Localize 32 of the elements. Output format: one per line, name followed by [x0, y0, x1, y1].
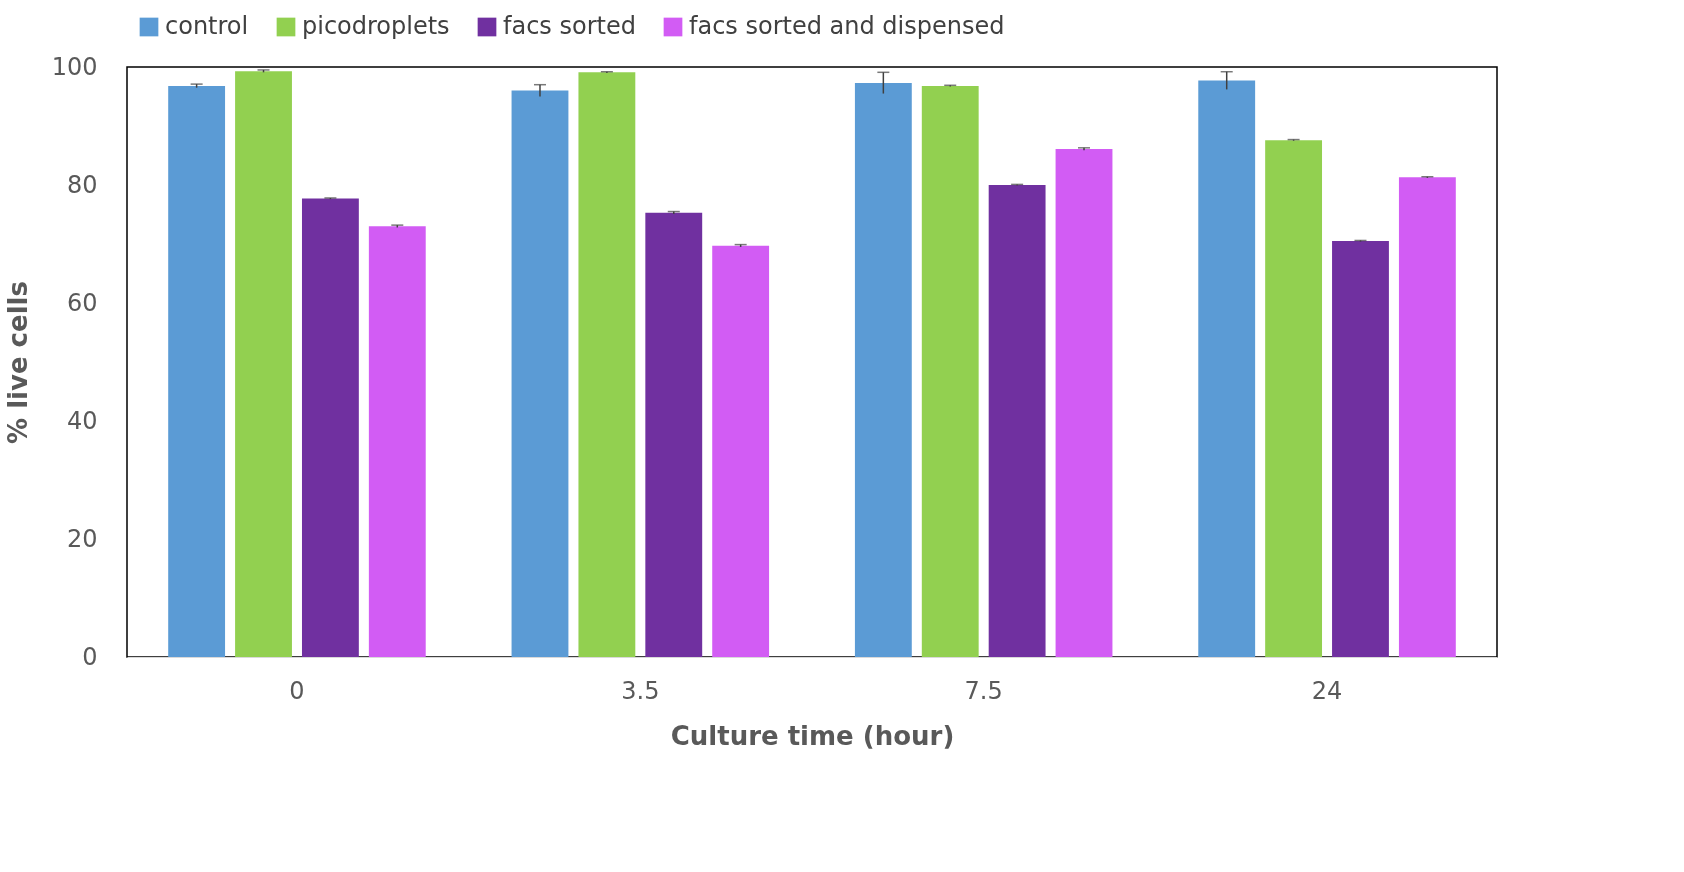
bar	[511, 90, 569, 657]
bar	[921, 85, 979, 657]
y-tick-label: 20	[66, 524, 98, 553]
bar	[1198, 80, 1256, 657]
legend-label: control	[165, 12, 249, 40]
y-tick-label: 0	[82, 642, 98, 671]
x-tick-label: 24	[1311, 676, 1343, 705]
bar	[712, 245, 770, 657]
y-tick-label: 80	[66, 170, 98, 199]
bar	[854, 82, 912, 657]
bar	[235, 71, 292, 657]
bar	[578, 72, 636, 657]
legend-label: facs sorted and dispensed	[689, 12, 1005, 40]
x-tick-label: 3.5	[621, 676, 660, 705]
bar	[1055, 149, 1113, 657]
x-tick-label: 0	[289, 676, 305, 705]
bar	[1265, 140, 1323, 657]
y-tick-label: 40	[66, 406, 98, 435]
bar	[368, 226, 426, 657]
x-tick-label: 7.5	[964, 676, 1003, 705]
x-axis-title: Culture time (hour)	[670, 720, 955, 751]
bar	[1332, 241, 1389, 657]
bar	[988, 185, 1046, 657]
y-tick-label: 100	[51, 52, 98, 81]
bar	[301, 198, 359, 657]
bar	[168, 85, 226, 657]
bar	[645, 212, 703, 657]
y-tick-label: 60	[66, 288, 98, 317]
y-axis-title: % live cells	[2, 281, 33, 444]
legend-label: facs sorted	[503, 12, 636, 40]
bar	[1398, 177, 1456, 657]
legend-label: picodroplets	[302, 12, 450, 40]
